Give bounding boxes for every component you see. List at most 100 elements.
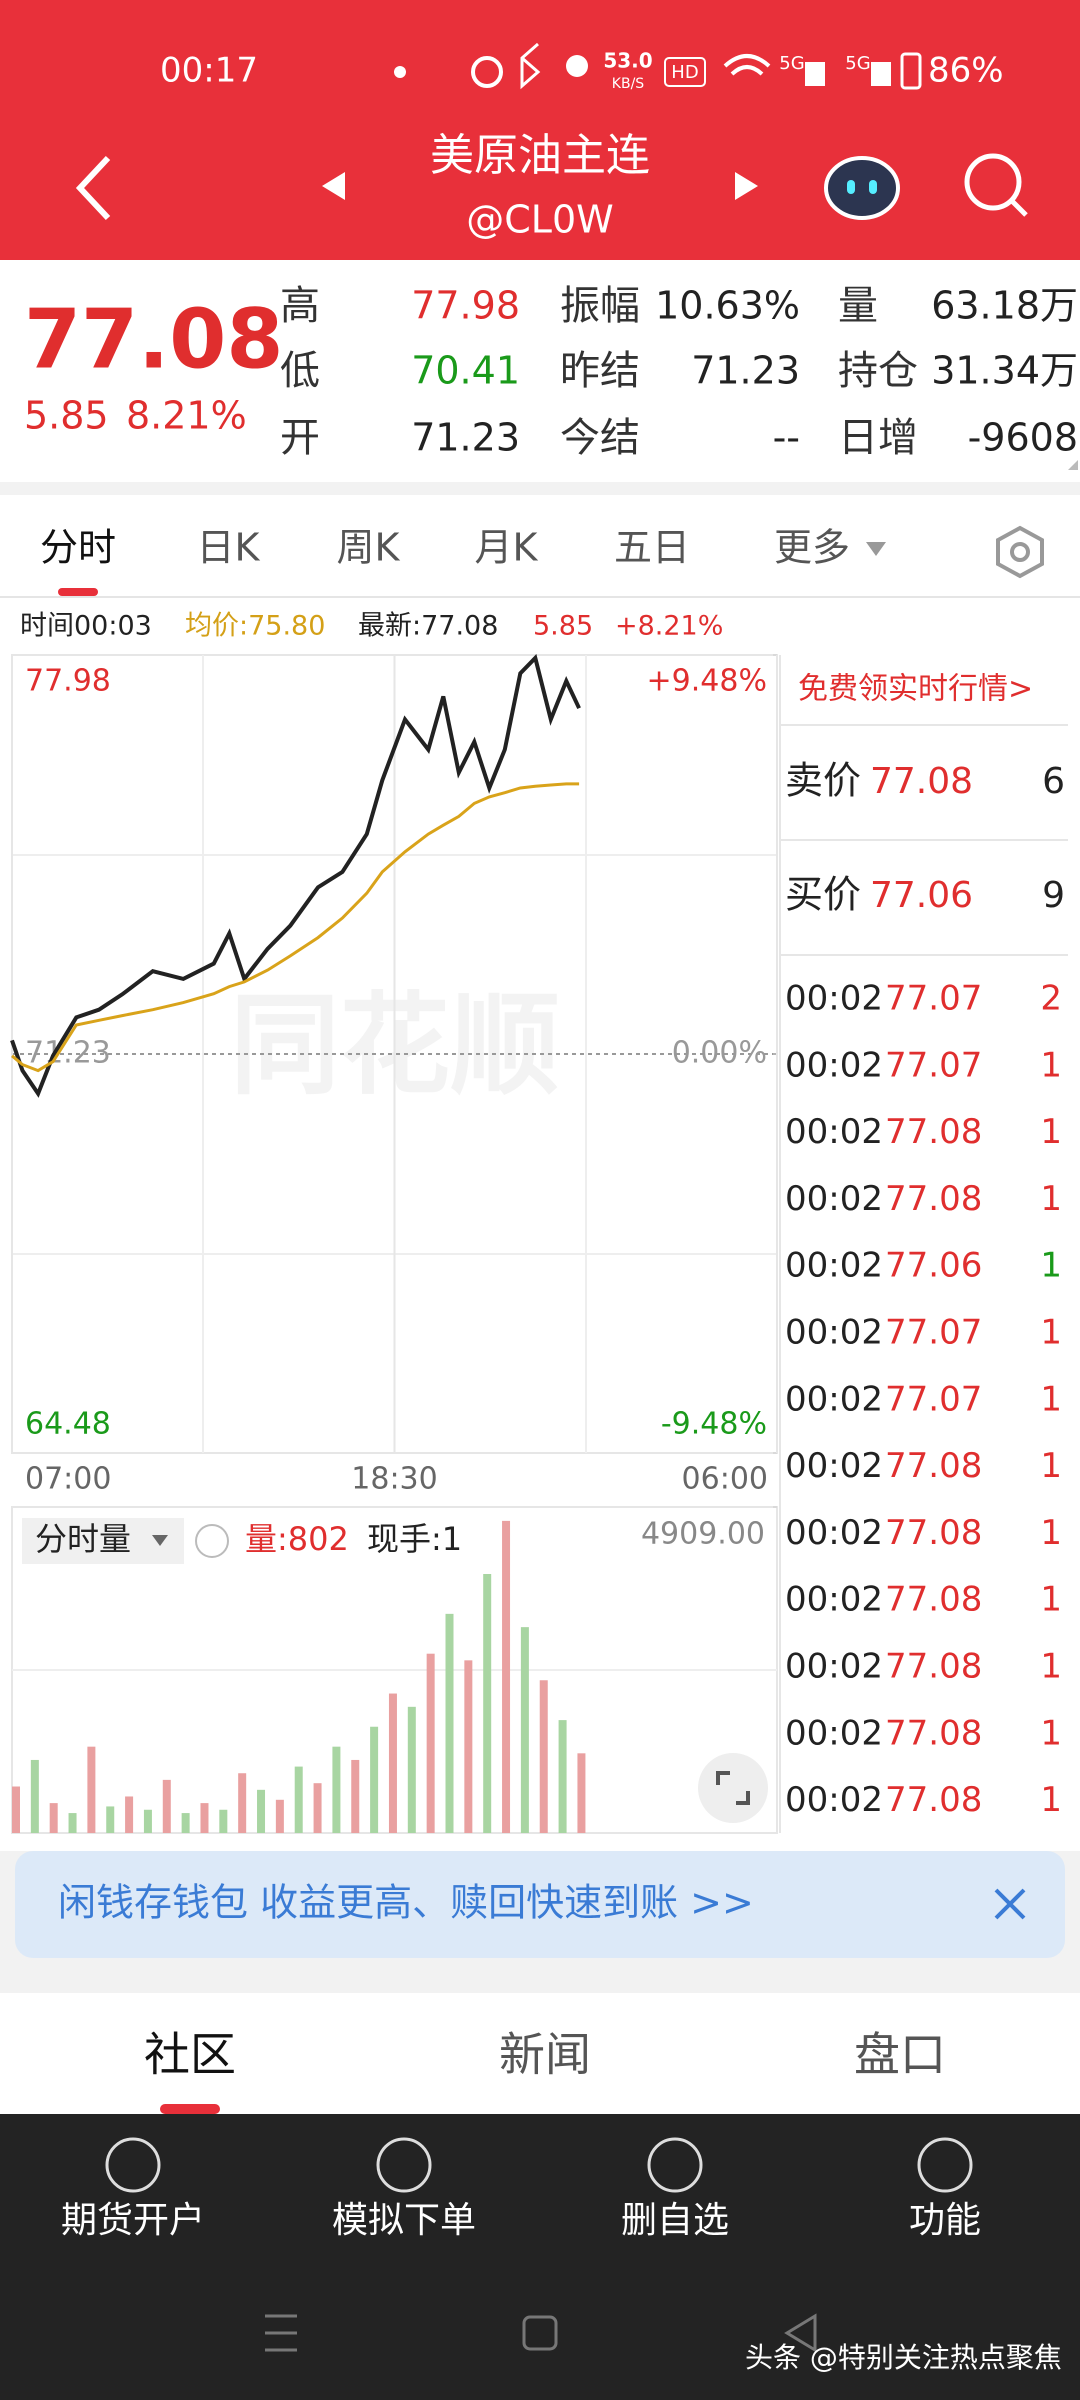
- volume-bar: [200, 1803, 209, 1833]
- trade-volume: 1: [1040, 1112, 1062, 1152]
- sub-tab[interactable]: 盘口: [854, 2028, 946, 2082]
- volume-bar: [219, 1809, 228, 1833]
- volume-bar: [143, 1809, 152, 1833]
- trade-time: 00:02: [785, 1179, 883, 1219]
- volume-bar: [68, 1813, 77, 1833]
- volume-bar: [30, 1759, 39, 1833]
- trade-price: 77.08: [885, 1513, 982, 1553]
- trade-volume: 1: [1040, 1379, 1062, 1419]
- sub-tab[interactable]: 社区: [144, 2028, 236, 2082]
- header-bg: [0, 0, 1080, 260]
- header-title: 美原油主连: [430, 130, 650, 181]
- trade-price: 77.07: [885, 1379, 982, 1419]
- volume-bar: [87, 1746, 96, 1833]
- tab[interactable]: 更多: [774, 526, 850, 570]
- volume-bar: [520, 1627, 529, 1833]
- signal2: [871, 62, 891, 86]
- nav-label[interactable]: 删自选: [621, 2200, 729, 2241]
- charts: 77.98 71.23 64.48 +9.48% 0.00% -9.48% 07:00 18:…: [10, 654, 778, 1833]
- volume-bar: [502, 1520, 511, 1833]
- volume-bar: [238, 1773, 247, 1833]
- status-net1: 5G: [779, 53, 804, 74]
- chart-bg: [0, 597, 1080, 1851]
- status-net2: 5G: [845, 53, 870, 74]
- expand-button[interactable]: [698, 1753, 768, 1823]
- search-button[interactable]: [964, 153, 1022, 211]
- volume-bar: [388, 1693, 397, 1833]
- stat-value: -9608: [968, 416, 1078, 460]
- stat-label: 低: [280, 348, 320, 394]
- status-battery: 86%: [928, 51, 1004, 91]
- hd-box: [664, 57, 706, 87]
- volume-bar: [275, 1799, 284, 1833]
- y-tick-label: 71.23: [25, 1036, 111, 1071]
- tab[interactable]: 分时: [40, 526, 116, 570]
- volume-bar: [257, 1789, 266, 1833]
- x-tick-label: 06:00: [682, 1462, 768, 1497]
- prev-button[interactable]: [322, 172, 345, 200]
- settings-dot: [1010, 542, 1030, 562]
- back-button[interactable]: [75, 155, 111, 221]
- y-tick-label: 77.98: [25, 664, 111, 699]
- nav-label[interactable]: 模拟下单: [332, 2200, 476, 2241]
- next-button[interactable]: [735, 172, 758, 200]
- trade-volume: 1: [1040, 1045, 1062, 1085]
- trade-time: 00:02: [785, 1713, 883, 1753]
- quote-change: 5.85: [24, 394, 109, 438]
- tab[interactable]: 月K: [475, 526, 539, 570]
- trade-time: 00:02: [785, 1780, 883, 1820]
- banner-close[interactable]: [994, 1888, 1026, 1920]
- trade-volume: 1: [1040, 1780, 1062, 1820]
- y-tick-label: 64.48: [25, 1407, 111, 1442]
- trade-price: 77.08: [885, 1179, 982, 1219]
- stat-label: 高: [280, 283, 320, 329]
- signal1: [805, 62, 825, 86]
- volume-bar: [294, 1766, 303, 1833]
- nav-icon: [917, 2137, 973, 2193]
- nav-label[interactable]: 期货开户: [61, 2200, 205, 2241]
- status-speed-unit: KB/S: [612, 76, 645, 92]
- loc-icon: [566, 55, 588, 77]
- ask-label: 卖价: [785, 759, 861, 803]
- battery-icon: [900, 52, 922, 90]
- volume-bar: [426, 1653, 435, 1833]
- stat-value: 77.98: [411, 284, 520, 328]
- volume-bar: [351, 1759, 360, 1833]
- price-line: [10, 654, 581, 1098]
- trade-price: 77.08: [885, 1446, 982, 1486]
- tab-underline: [58, 588, 98, 596]
- nav-label[interactable]: 功能: [909, 2200, 981, 2241]
- bid-volume: 9: [1042, 875, 1065, 916]
- volume-bar: [181, 1813, 190, 1833]
- trade-price: 77.08: [885, 1112, 982, 1152]
- stat-value: 10.63%: [655, 284, 800, 328]
- trade-time: 00:02: [785, 1045, 883, 1085]
- tab[interactable]: 五日: [614, 526, 690, 570]
- bid-label: 买价: [785, 873, 861, 917]
- tab[interactable]: 日K: [197, 526, 261, 570]
- trade-volume: 1: [1040, 1179, 1062, 1219]
- sys-back[interactable]: [784, 2313, 817, 2353]
- help-icon[interactable]: [195, 1524, 229, 1558]
- tab[interactable]: 周K: [337, 526, 401, 570]
- settings-button[interactable]: [996, 525, 1044, 579]
- trade-time: 00:02: [785, 1112, 883, 1152]
- volume-bar: [370, 1726, 379, 1833]
- panel-link[interactable]: 免费领实时行情>: [798, 672, 1033, 707]
- x-tick-label: 18:30: [351, 1462, 437, 1497]
- ask-volume: 6: [1042, 761, 1065, 802]
- robot-eye: [847, 180, 855, 194]
- volume-bar: [445, 1613, 454, 1833]
- banner[interactable]: [15, 1851, 1065, 1958]
- sys-home[interactable]: [522, 2315, 558, 2351]
- trade-price: 77.07: [885, 1045, 982, 1085]
- wifi-icon: [723, 54, 771, 76]
- volume-bar: [464, 1660, 473, 1833]
- sys-menu[interactable]: [265, 2314, 297, 2352]
- sub-tab[interactable]: 新闻: [499, 2028, 591, 2082]
- robot-button[interactable]: [824, 156, 900, 220]
- volume-bar: [12, 1786, 20, 1833]
